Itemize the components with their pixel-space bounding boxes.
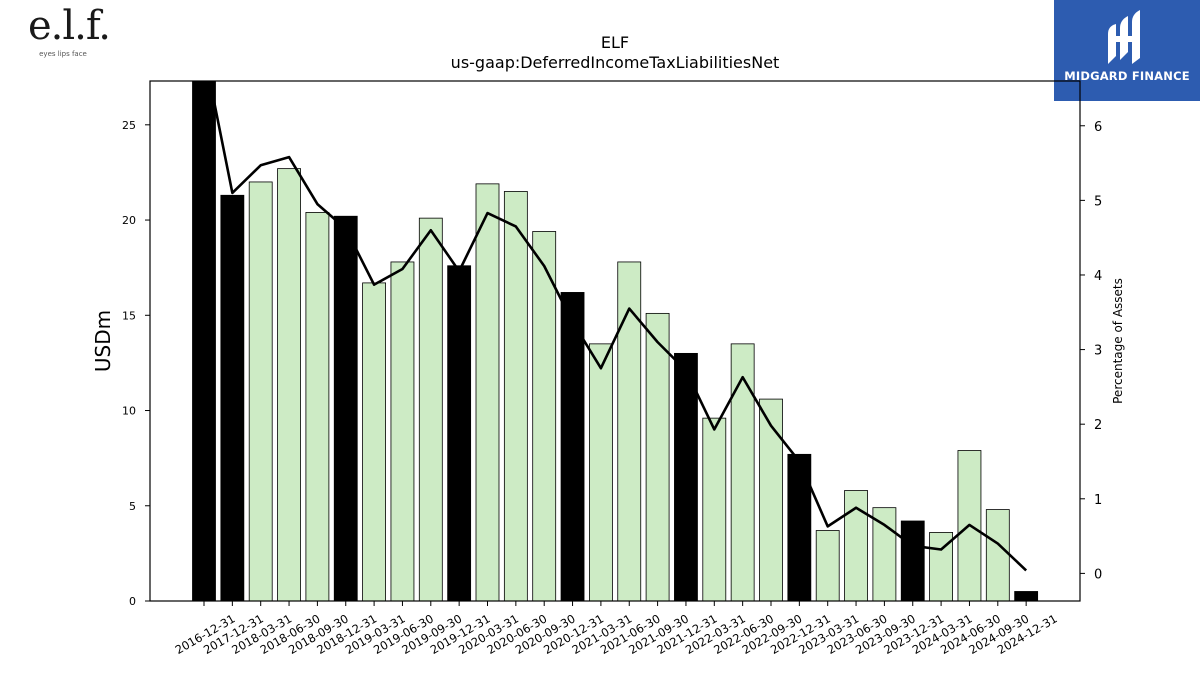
- bar-2020-03-31: [475, 183, 500, 601]
- y2-tick-label: 4: [1094, 269, 1102, 284]
- bar-2018-06-30: [277, 168, 301, 601]
- chart-subtitle: us-gaap:DeferredIncomeTaxLiabilitiesNet: [451, 53, 780, 72]
- y2-axis-label: Percentage of Assets: [1111, 278, 1125, 404]
- y-tick-label: 25: [122, 119, 136, 132]
- bar-2020-06-30: [503, 191, 528, 601]
- x-axis-ticks: 2016-12-312017-12-312018-03-312018-06-30…: [173, 601, 1060, 657]
- y-tick-label: 15: [122, 309, 136, 322]
- bar-2019-03-31: [362, 282, 387, 601]
- y-tick-label: 0: [129, 595, 136, 608]
- bar-2018-03-31: [248, 181, 273, 601]
- bar-2020-12-31: [560, 292, 585, 601]
- chart-title: ELF: [601, 33, 629, 52]
- bar-series: [192, 81, 1039, 601]
- bar-2022-03-31: [702, 417, 727, 601]
- midgard-finance-wordmark: MIDGARD FINANCE: [1064, 69, 1190, 83]
- y2-tick-label: 5: [1094, 194, 1102, 209]
- bar-2022-09-30: [759, 398, 783, 601]
- bar-2021-12-31: [674, 352, 698, 601]
- bar-2016-12-31: [192, 81, 216, 601]
- y-tick-label: 20: [122, 214, 136, 227]
- bar-2024-12-31: [1014, 591, 1039, 601]
- y-axis-label: USDm: [91, 310, 115, 372]
- y2-tick-label: 0: [1094, 567, 1102, 582]
- midgard-finance-logo: MIDGARD FINANCE: [1054, 0, 1200, 101]
- elf-logo-tagline: eyes lips face: [39, 50, 87, 58]
- elf-logo: e.l.f. eyes lips face: [28, 3, 111, 62]
- bar-2019-06-30: [390, 261, 415, 601]
- y2-tick-label: 1: [1094, 493, 1102, 508]
- percentage-of-assets-line: [208, 81, 1028, 572]
- y2-tick-label: 2: [1094, 418, 1102, 433]
- bar-2019-12-31: [447, 265, 472, 601]
- bar-2021-06-30: [617, 261, 642, 601]
- axes: [149, 80, 1081, 602]
- y-tick-label: 5: [129, 500, 136, 513]
- y2-tick-label: 3: [1094, 344, 1102, 359]
- plot-frame: [149, 80, 1081, 602]
- left-axis-ticks: 0 5 10 15 20 25: [122, 119, 150, 608]
- bar-2017-12-31: [220, 194, 245, 601]
- bar-2022-06-30: [730, 343, 755, 601]
- bar-2023-09-30: [872, 507, 897, 601]
- bar-2023-03-31: [815, 530, 840, 601]
- bar-2022-12-31: [787, 453, 812, 601]
- y2-tick-label: 6: [1094, 120, 1102, 135]
- bar-2021-09-30: [645, 312, 670, 601]
- bar-2023-12-31: [900, 520, 925, 601]
- bar-2018-12-31: [333, 215, 358, 601]
- bar-2019-09-30: [418, 217, 443, 601]
- elf-logo-mark: e.l.f.: [28, 3, 111, 49]
- right-axis-ticks: 0 1 2 3 4 5 6: [1080, 120, 1102, 582]
- midgard-emblem-icon: [1108, 10, 1140, 64]
- bar-2024-09-30: [985, 509, 1010, 601]
- bar-2021-03-31: [589, 343, 613, 601]
- bar-2020-09-30: [532, 231, 557, 601]
- bar-2018-09-30: [305, 212, 330, 601]
- line-series: [208, 81, 1028, 572]
- y-tick-label: 10: [122, 405, 136, 418]
